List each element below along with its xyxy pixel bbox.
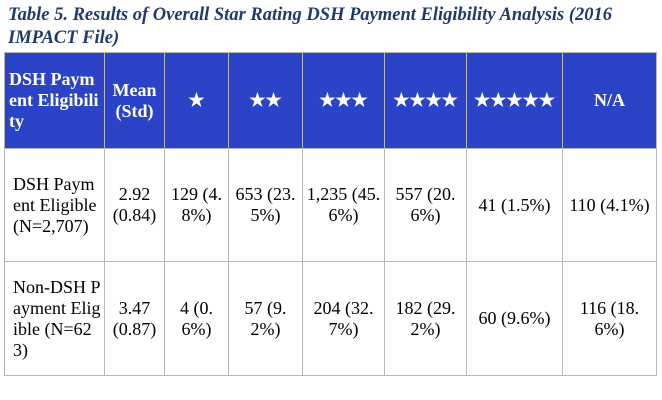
header-one-star: ★ bbox=[164, 52, 229, 149]
cell-four-star: 557 (20.6%) bbox=[384, 148, 467, 262]
header-two-star: ★★ bbox=[228, 52, 303, 149]
table-caption: Table 5. Results of Overall Star Rating … bbox=[8, 5, 613, 48]
cell-mean: 3.47 (0.87) bbox=[104, 261, 165, 376]
cell-one-star: 4 (0.6%) bbox=[164, 261, 229, 376]
cell-five-star: 41 (1.5%) bbox=[466, 148, 563, 262]
header-mean-std: Mean (Std) bbox=[104, 52, 165, 149]
cell-five-star: 60 (9.6%) bbox=[466, 261, 563, 376]
cell-na: 116 (18.6%) bbox=[562, 261, 657, 376]
cell-three-star: 1,235 (45.6%) bbox=[302, 148, 385, 262]
header-three-star: ★★★ bbox=[302, 52, 385, 149]
cell-two-star: 653 (23.5%) bbox=[228, 148, 303, 262]
row-label: Non-DSH Payment Eligible (N=623) bbox=[4, 261, 105, 376]
cell-three-star: 204 (32.7%) bbox=[302, 261, 385, 376]
table-row: Non-DSH Payment Eligible (N=623) 3.47 (0… bbox=[4, 261, 657, 376]
cell-two-star: 57 (9.2%) bbox=[228, 261, 303, 376]
header-na: N/A bbox=[562, 52, 657, 149]
header-five-star: ★★★★★ bbox=[466, 52, 563, 149]
cell-four-star: 182 (29.2%) bbox=[384, 261, 467, 376]
cell-one-star: 129 (4.8%) bbox=[164, 148, 229, 262]
cell-na: 110 (4.1%) bbox=[562, 148, 657, 262]
table-row: DSH Payment Eligible (N=2,707) 2.92 (0.8… bbox=[4, 148, 657, 262]
cell-mean: 2.92 (0.84) bbox=[104, 148, 165, 262]
header-four-star: ★★★★ bbox=[384, 52, 467, 149]
header-dsh-eligibility: DSH Payment Eligibility bbox=[4, 52, 105, 149]
dsh-star-rating-table: DSH Payment Eligibility Mean (Std) ★ ★★ … bbox=[4, 52, 657, 376]
row-label: DSH Payment Eligible (N=2,707) bbox=[4, 148, 105, 262]
header-row: DSH Payment Eligibility Mean (Std) ★ ★★ … bbox=[4, 52, 657, 149]
